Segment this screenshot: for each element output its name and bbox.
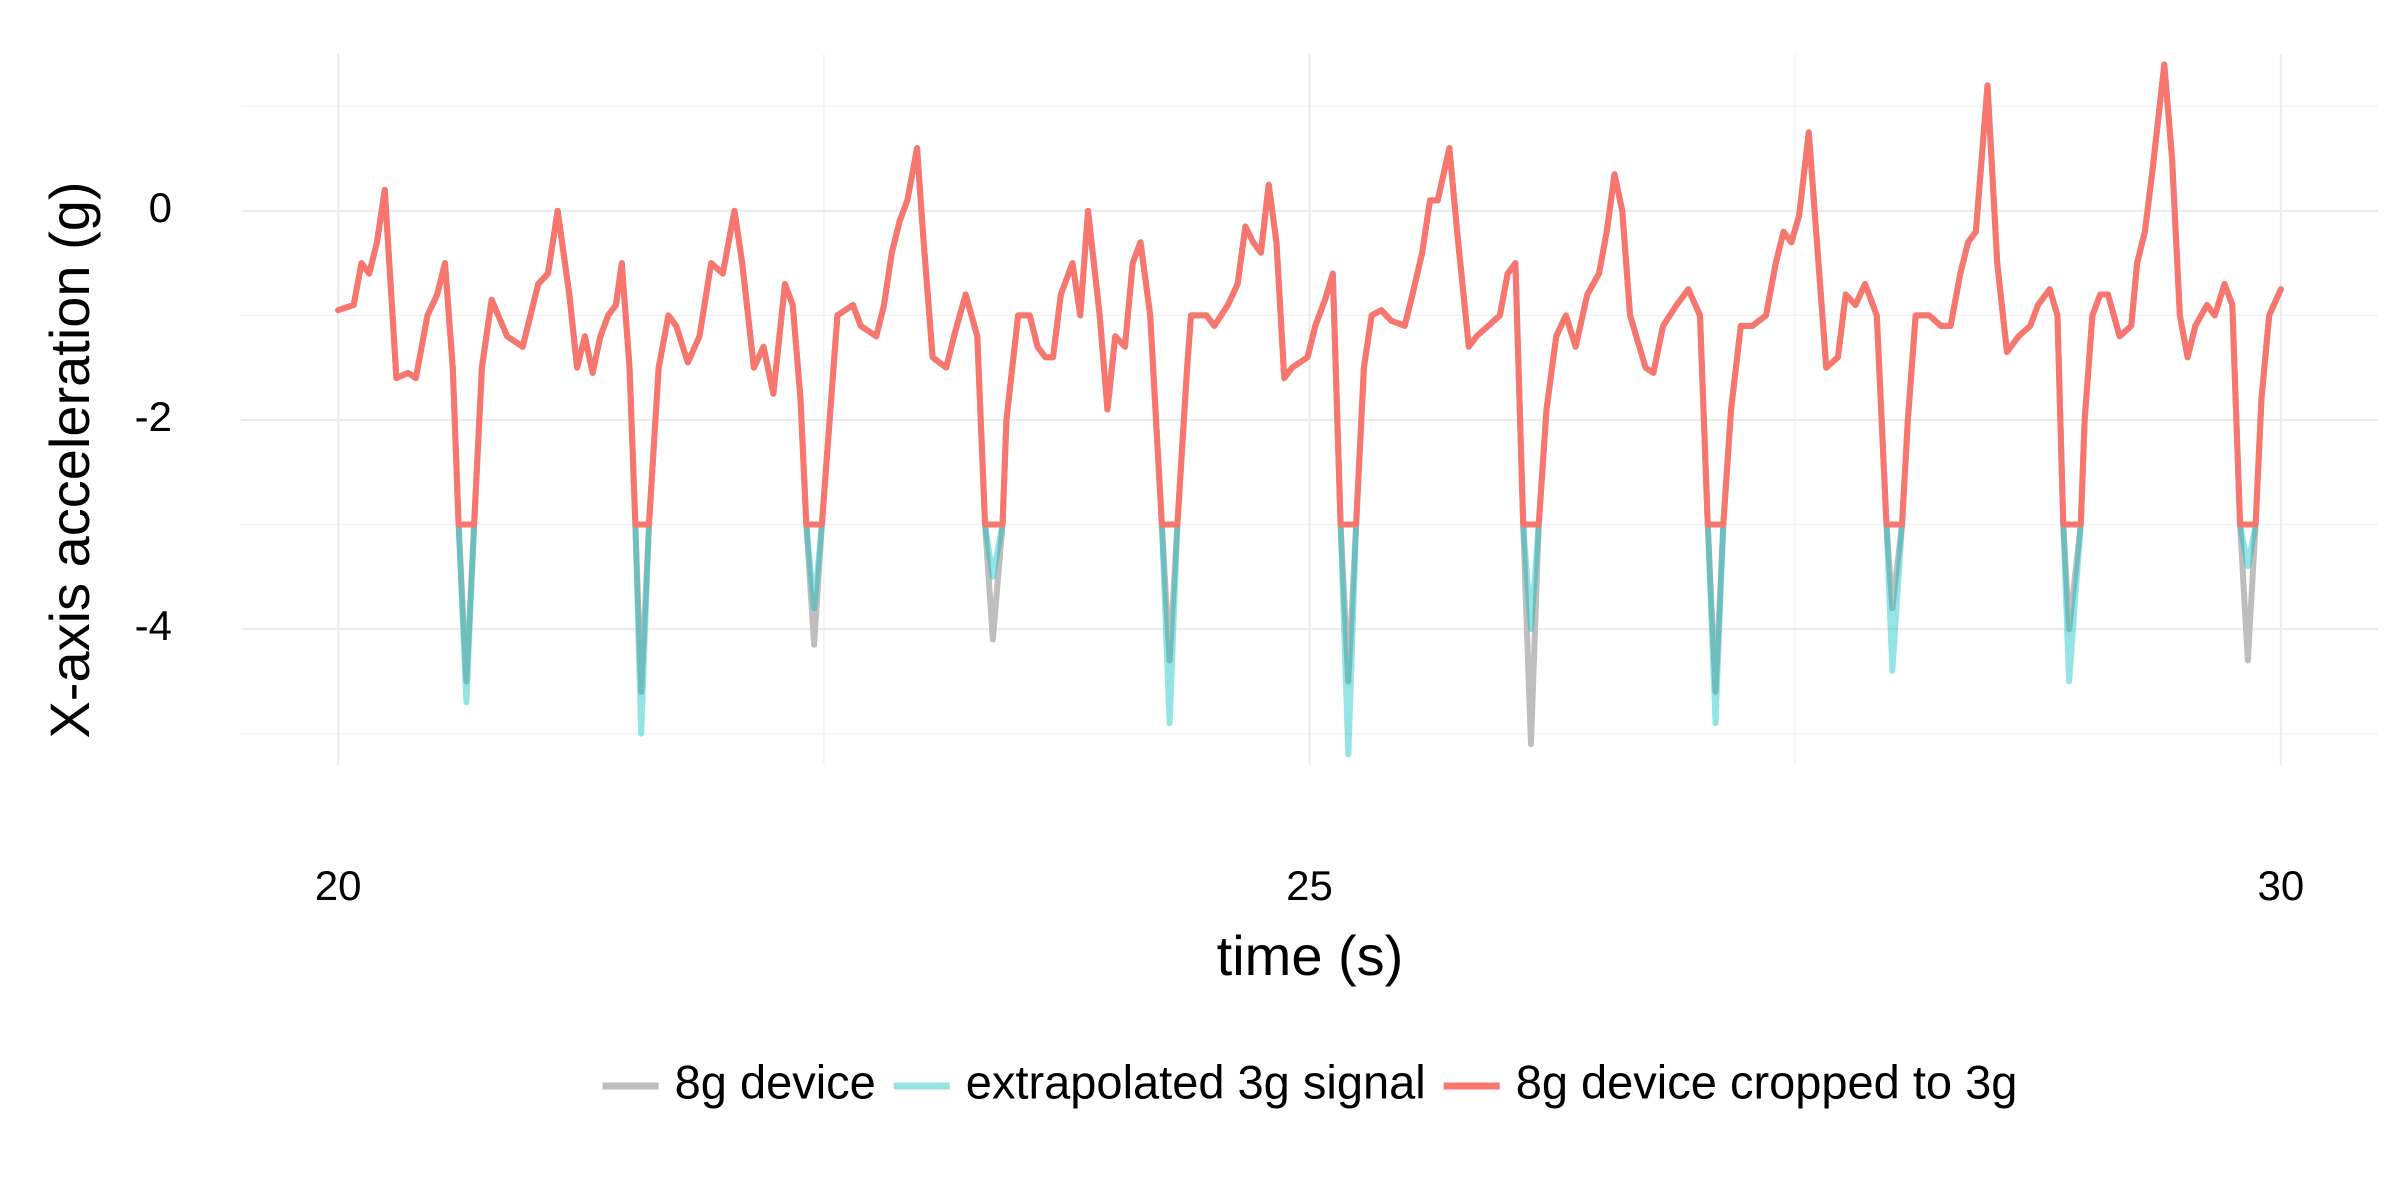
labels: -4 -2 0 20 25 30 [135, 184, 2305, 909]
plot-lines [335, 61, 2284, 758]
legend-item: 8g device cropped to 3g [1443, 1055, 2018, 1108]
y-tick-label: 0 [149, 184, 172, 231]
legend: 8g device extrapolated 3g signal 8g device… [602, 1055, 2018, 1108]
series-line [335, 61, 2284, 528]
x-tick-label: 30 [2258, 862, 2305, 909]
legend-label: 8g device [675, 1055, 876, 1108]
x-axis-title: time (s) [1217, 924, 1404, 987]
legend-item: extrapolated 3g signal [893, 1055, 1426, 1108]
legend-label: 8g device cropped to 3g [1516, 1055, 2018, 1108]
legend-item: 8g device [602, 1055, 876, 1108]
y-tick-label: -2 [135, 393, 172, 440]
legend-label: extrapolated 3g signal [966, 1055, 1426, 1108]
y-axis-title: X-axis acceleration (g) [38, 181, 101, 738]
y-tick-label: -4 [135, 602, 172, 649]
grid [241, 54, 2378, 765]
x-tick-label: 20 [315, 862, 362, 909]
x-tick-label: 25 [1286, 862, 1333, 909]
